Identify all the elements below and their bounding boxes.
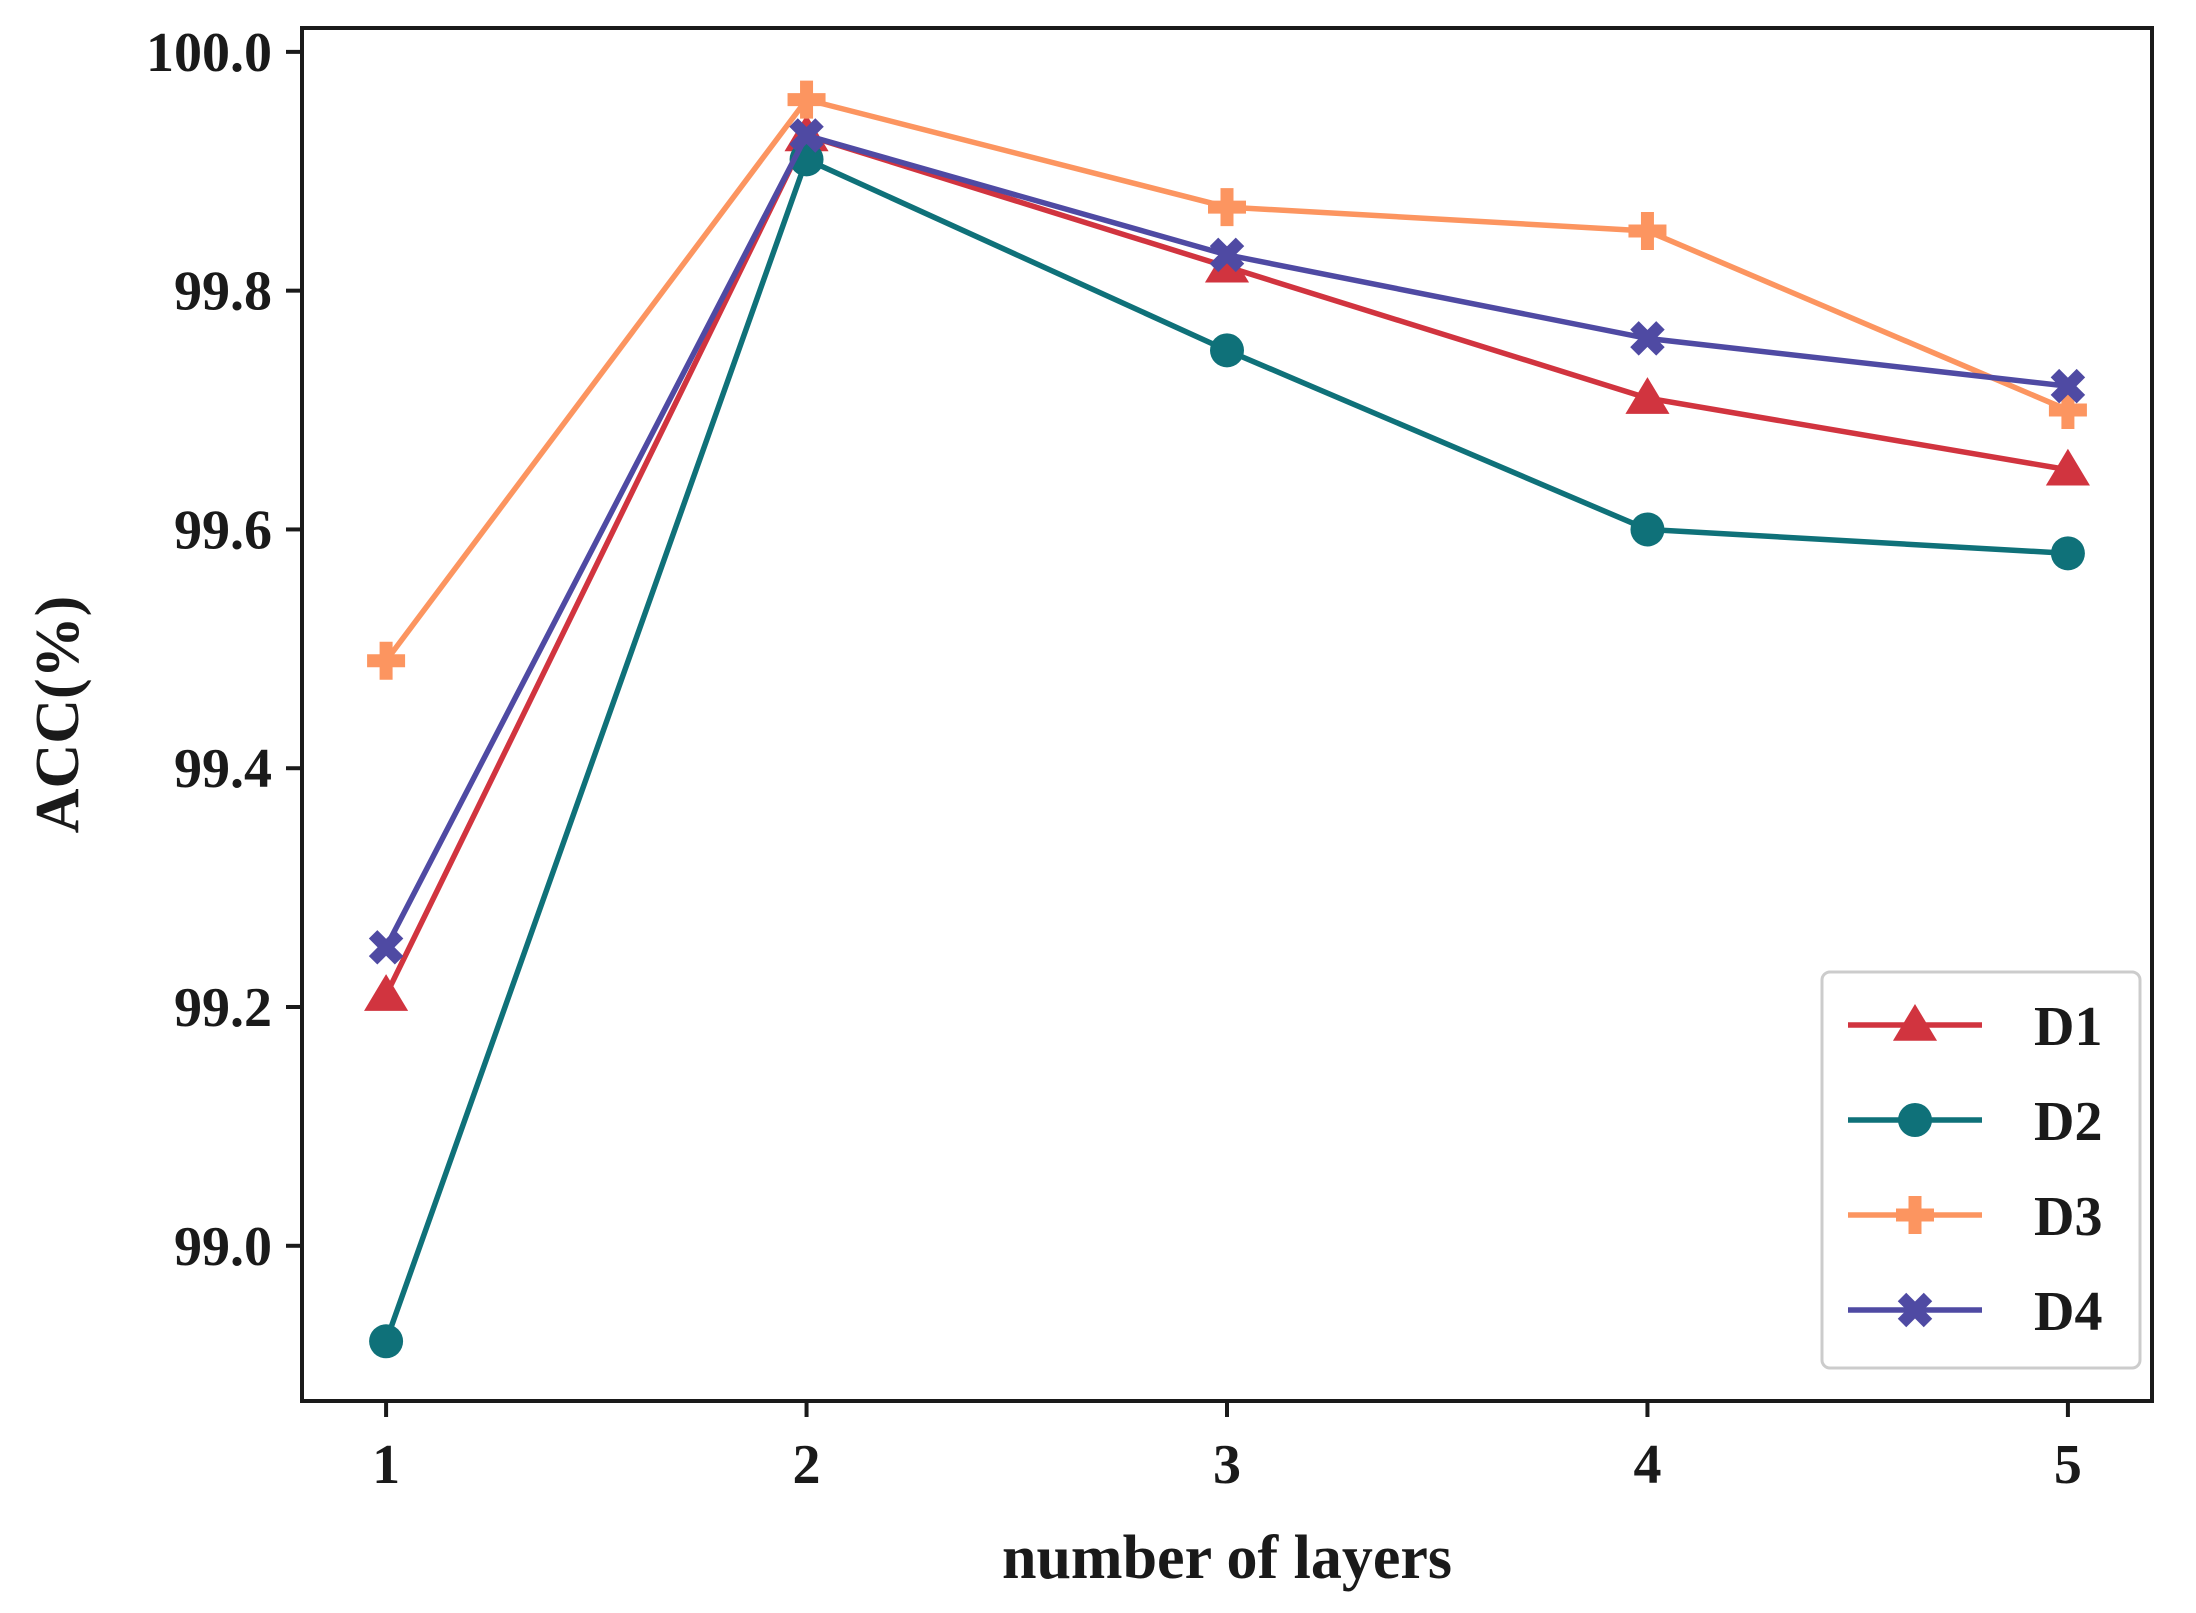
data-point-d3: [1208, 188, 1246, 227]
series-d4: [368, 118, 2086, 965]
data-point-d2: [369, 1324, 404, 1359]
data-point-d1: [1204, 245, 1250, 283]
y-tick-label: 99.0: [174, 1216, 272, 1278]
data-point-d2: [1210, 333, 1244, 368]
x-tick-label: 2: [793, 1434, 821, 1496]
data-point-d3: [2048, 391, 2087, 430]
legend-label-d4: D4: [2034, 1281, 2102, 1343]
legend-entry-d3: D3: [1848, 1186, 2102, 1248]
legend-label-d2: D2: [2034, 1091, 2102, 1153]
x-tick-label: 4: [1633, 1434, 1661, 1496]
data-point-d1: [364, 974, 409, 1011]
y-tick-label: 99.2: [174, 977, 272, 1039]
data-point-d4: [368, 930, 404, 965]
data-point-d1: [2045, 448, 2090, 486]
legend-marker-d4: [1897, 1292, 1933, 1328]
y-axis-label: ACC(%): [24, 596, 92, 834]
data-point-d3: [1628, 211, 1667, 250]
legend-entry-d2: D2: [1848, 1091, 2102, 1153]
series-d2: [369, 142, 2085, 1359]
y-axis-ticks: 99.0 99.2 99.4 99.6 99.8 100.0: [146, 22, 302, 1278]
data-point-d4: [1209, 237, 1245, 273]
y-tick-label: 100.0: [146, 22, 272, 84]
x-tick-label: 1: [372, 1434, 400, 1496]
data-point-d4: [789, 118, 824, 153]
data-point-d1: [1625, 377, 1670, 414]
x-tick-label: 5: [2054, 1434, 2082, 1496]
data-point-d2: [1630, 512, 1665, 547]
y-tick-label: 99.8: [174, 261, 272, 323]
data-point-d4: [2050, 368, 2086, 404]
data-point-d4: [1630, 321, 1665, 356]
legend-frame: [1820, 970, 2142, 1370]
legend-label-d1: D1: [2034, 996, 2102, 1058]
x-axis-ticks: 1 2 3 4 5: [372, 1401, 2082, 1496]
y-tick-label: 99.6: [174, 499, 272, 561]
x-axis-label: number of layers: [1002, 1524, 1452, 1592]
legend-marker-d1: [1892, 1004, 1938, 1041]
legend-marker-d2: [1898, 1103, 1932, 1137]
legend: D1 D2 D3 D4: [1820, 970, 2142, 1370]
x-tick-label: 3: [1213, 1434, 1241, 1496]
legend-entry-d1: D1: [1848, 996, 2102, 1058]
data-point-d2: [2050, 536, 2085, 571]
series-d3: [367, 80, 2087, 680]
legend-entry-d4: D4: [1848, 1281, 2102, 1343]
data-point-d3: [367, 641, 406, 680]
series-layer: [364, 80, 2090, 1359]
data-point-d3: [787, 80, 826, 119]
legend-label-d3: D3: [2034, 1186, 2102, 1248]
legend-marker-d3: [1896, 1196, 1934, 1234]
y-tick-label: 99.4: [174, 738, 272, 800]
